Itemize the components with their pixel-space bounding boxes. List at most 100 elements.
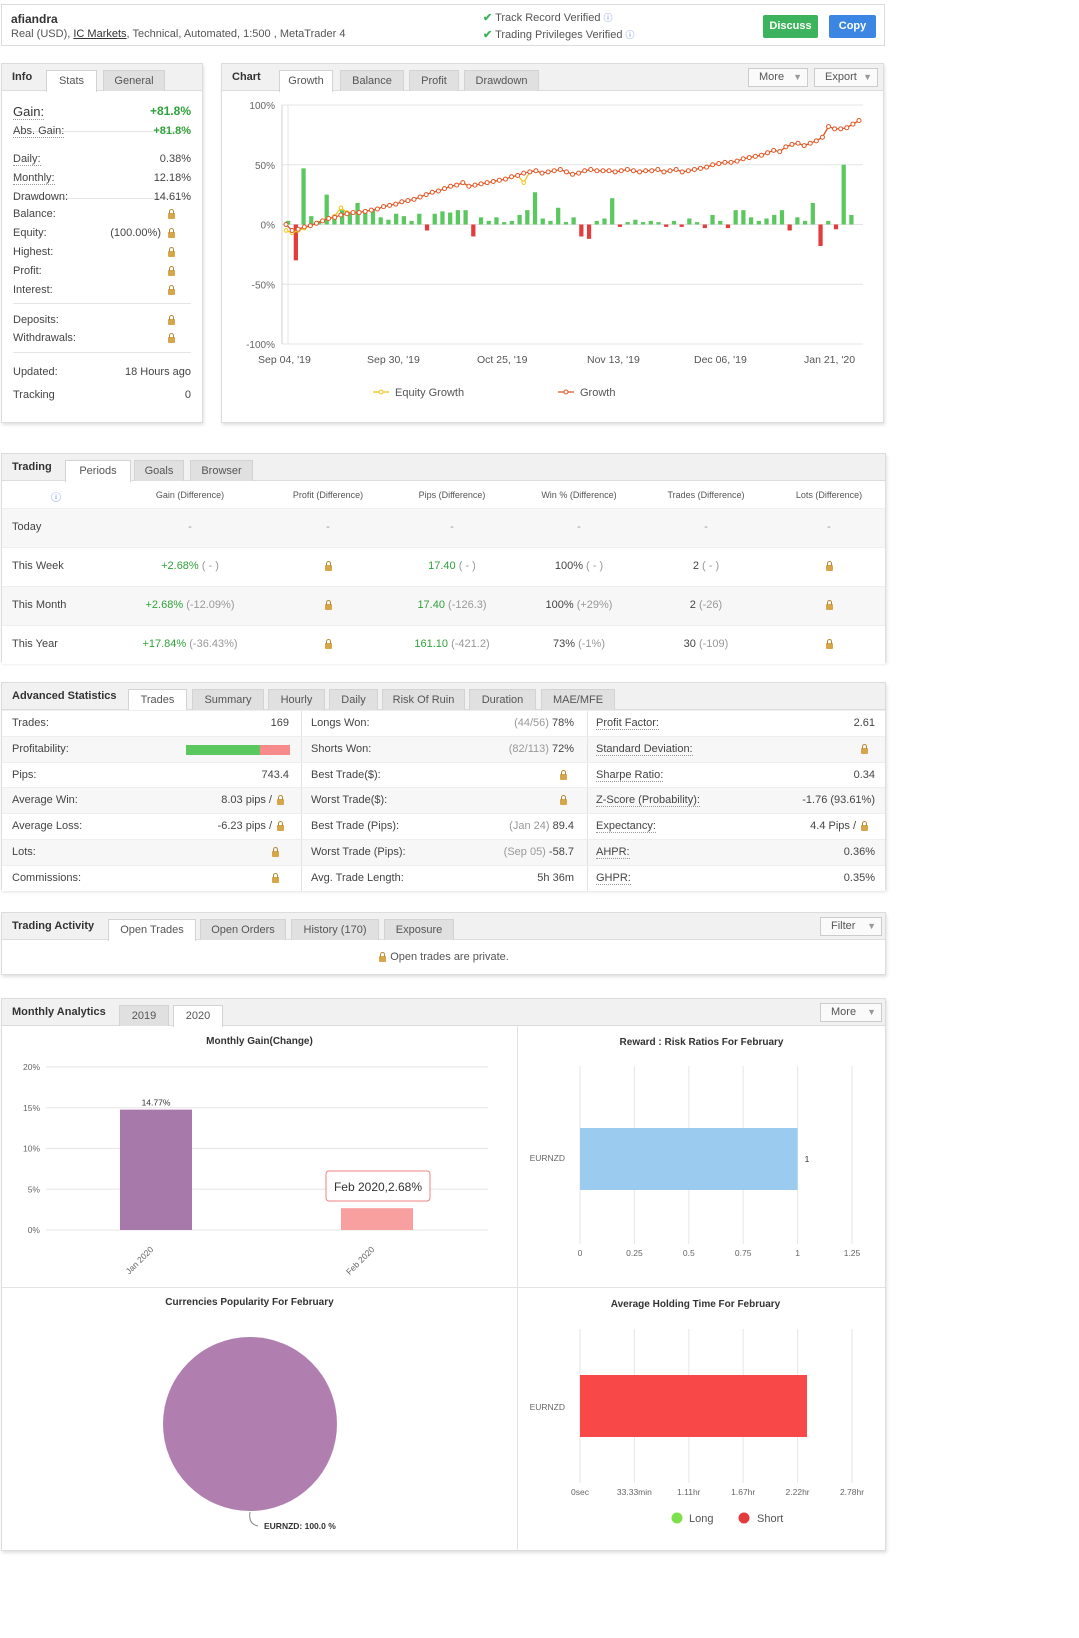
holding-time-chart[interactable]: 0sec 33.33min 1.11hr 1.67hr 2.22hr 2.78hr EURN… (518, 1317, 885, 1547)
stat-label: Best Trade($): (311, 768, 381, 781)
cell-gain: +17.84% (-36.43%) (142, 638, 238, 650)
stat-value: 2.61 (853, 717, 875, 729)
tab-2020[interactable]: 2020 (173, 1005, 223, 1027)
profit-bar (494, 217, 499, 225)
stat-label: Average Win: (12, 794, 78, 807)
tab-daily[interactable]: Daily (329, 689, 378, 710)
tab-trading-activity[interactable]: Trading Activity (12, 920, 95, 932)
stat-label: Avg. Trade Length: (311, 871, 404, 884)
more-dropdown[interactable]: More ▼ (748, 68, 808, 87)
monthly-label: Monthly: (13, 172, 55, 185)
tab-2019[interactable]: 2019 (119, 1005, 169, 1026)
tab-profit[interactable]: Profit (409, 70, 459, 91)
profit-bar (324, 194, 329, 225)
profit-bar (571, 217, 576, 225)
info-icon[interactable]: ⓘ (625, 30, 635, 40)
tab-advanced-statistics[interactable]: Advanced Statistics (12, 690, 117, 702)
tracking-label: Tracking (13, 389, 55, 401)
copy-button[interactable]: Copy (829, 15, 876, 38)
tab-open-orders[interactable]: Open Orders (200, 919, 286, 940)
tab-balance[interactable]: Balance (340, 70, 404, 91)
tab-periods[interactable]: Periods (65, 460, 131, 482)
cell-trades: - (704, 521, 708, 533)
profit-bar (532, 192, 538, 225)
growth-point (582, 168, 588, 174)
growth-point (807, 140, 813, 146)
tab-general[interactable]: General (103, 70, 165, 91)
info-icon[interactable]: ⓘ (603, 13, 613, 23)
monthly-gain-chart[interactable]: 20% 15% 10% 5% 0% 14.77% Jan 2020 Feb 2020 Feb 2… (2, 1049, 514, 1299)
col-win: Win % (Difference) (541, 490, 617, 500)
trading-table-body: Today - - - - - - This Week +2.68% ( - ) 17.40 ( … (2, 508, 885, 664)
growth-point (789, 141, 795, 147)
tab-risk-of-ruin[interactable]: Risk Of Ruin (382, 689, 465, 710)
currencies-pie-chart[interactable]: EURNZD: 100.0 % (2, 1314, 514, 1544)
growth-point (466, 183, 472, 189)
tab-info[interactable]: Info (12, 71, 33, 83)
row-label: This Year (12, 638, 58, 650)
broker-link[interactable]: IC Markets (73, 28, 127, 40)
x-tick-label: 1.11hr (677, 1487, 701, 1497)
lock-icon (167, 209, 176, 219)
tab-open-trades[interactable]: Open Trades (108, 919, 196, 941)
profit-bar (486, 220, 491, 225)
growth-chart[interactable]: 100% 50% 0% -50% -100% Sep 04, '19 Sep 30, '19… (222, 92, 883, 422)
lock-icon (378, 952, 387, 963)
x-tick-label: 2.22hr (786, 1487, 810, 1497)
tab-hourly[interactable]: Hourly (268, 689, 325, 710)
tab-monthly-analytics[interactable]: Monthly Analytics (12, 1006, 106, 1018)
growth-point (698, 165, 704, 171)
growth-point (734, 158, 740, 164)
profit-bar (378, 217, 383, 225)
x-tick-label: Feb 2020 (344, 1244, 377, 1277)
export-dropdown[interactable]: Export ▼ (814, 68, 878, 87)
lock-icon (860, 743, 869, 754)
chevron-down-icon: ▼ (793, 72, 802, 82)
tab-duration[interactable]: Duration (469, 689, 536, 710)
profit-bar (517, 214, 522, 225)
reward-risk-title: Reward : Risk Ratios For February (619, 1037, 784, 1048)
divider-horizontal (2, 1287, 885, 1288)
y-tick-label: 0% (28, 1225, 41, 1235)
tab-history[interactable]: History (170) (291, 919, 379, 940)
profit-bar (471, 224, 476, 237)
reward-risk-chart[interactable]: 0 0.25 0.5 0.75 1 1.25 1 EURNZD (518, 1054, 885, 1284)
stat-value: -1.76 (93.61%) (802, 794, 875, 807)
profit-bar (694, 222, 700, 225)
lock-icon (167, 247, 176, 257)
x-tick-label: 0.25 (626, 1248, 643, 1258)
table-row: This Month +2.68% (-12.09%) 17.40 (-126.3)… (2, 586, 885, 625)
lock-icon (167, 333, 176, 343)
table-row: This Week +2.68% ( - ) 17.40 ( - ) 100% ( -… (2, 547, 885, 586)
lock-icon (559, 795, 568, 806)
discuss-button[interactable]: Discuss (763, 15, 818, 38)
tab-drawdown[interactable]: Drawdown (464, 70, 539, 91)
info-icon[interactable]: ⓘ (51, 493, 61, 504)
tab-trading[interactable]: Trading (12, 461, 52, 473)
stat-value: 743.4 (261, 768, 289, 781)
tab-trades[interactable]: Trades (128, 689, 187, 711)
tab-summary[interactable]: Summary (192, 689, 264, 710)
more-dropdown[interactable]: More ▼ (820, 1003, 882, 1022)
stat-label: Lots: (12, 845, 36, 858)
chevron-down-icon: ▼ (867, 1007, 876, 1017)
tab-growth[interactable]: Growth (279, 70, 333, 92)
growth-point (600, 168, 606, 174)
tab-chart[interactable]: Chart (232, 71, 261, 83)
open-trades-private-message: Open trades are private. (2, 951, 885, 963)
tab-mae-mfe[interactable]: MAE/MFE (541, 689, 615, 710)
tab-browser[interactable]: Browser (190, 460, 253, 481)
growth-point (643, 168, 649, 174)
tab-stats[interactable]: Stats (46, 70, 97, 92)
growth-point (539, 170, 545, 176)
tab-exposure[interactable]: Exposure (384, 919, 454, 940)
stat-label: Best Trade (Pips): (311, 820, 400, 833)
filter-dropdown[interactable]: Filter ▼ (820, 917, 882, 936)
lock-icon (559, 769, 568, 780)
tab-goals[interactable]: Goals (134, 460, 184, 481)
growth-point (307, 223, 313, 229)
growth-point (704, 164, 710, 170)
stat-value: 0.36% (843, 845, 875, 858)
profit-bar (540, 218, 545, 225)
col-profit: Profit (Difference) (292, 490, 364, 500)
